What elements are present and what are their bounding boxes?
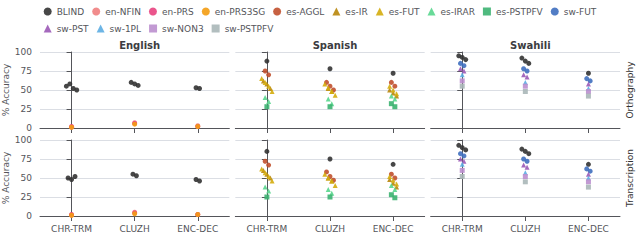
svg-text:Swahili: Swahili [510,40,551,51]
svg-text:en-PRS3SG: en-PRS3SG [215,7,265,17]
svg-text:ENC-DEC: ENC-DEC [568,224,609,234]
svg-text:CLUZH: CLUZH [315,224,345,234]
svg-text:100: 100 [15,47,32,57]
svg-text:BLIND: BLIND [57,7,85,17]
svg-text:0: 0 [26,211,32,221]
svg-text:25: 25 [21,104,32,114]
svg-text:es-IRAR: es-IRAR [440,7,474,17]
svg-text:sw-NON3: sw-NON3 [162,24,204,34]
svg-text:ENC-DEC: ENC-DEC [177,224,218,234]
svg-text:0: 0 [26,123,32,133]
svg-text:75: 75 [21,154,32,164]
svg-text:es-AGGL: es-AGGL [286,7,324,17]
svg-text:CLUZH: CLUZH [510,224,540,234]
svg-text:es-FUT: es-FUT [389,7,420,17]
svg-text:CHR-TRM: CHR-TRM [442,224,483,234]
svg-text:% Accuracy: % Accuracy [1,151,11,204]
svg-text:English: English [119,40,160,51]
svg-text:Spanish: Spanish [313,40,358,51]
svg-text:% Accuracy: % Accuracy [1,63,11,116]
svg-text:50: 50 [21,85,33,95]
svg-text:Orthography: Orthography [625,61,635,119]
svg-text:sw-PSTPFV: sw-PSTPFV [225,24,275,34]
svg-text:sw-PST: sw-PST [57,24,89,34]
svg-text:CLUZH: CLUZH [120,224,150,234]
svg-text:50: 50 [21,173,33,183]
svg-text:25: 25 [21,192,32,202]
svg-text:sw-FUT: sw-FUT [564,7,597,17]
svg-text:en-NFIN: en-NFIN [105,7,141,17]
svg-text:es-PSTPFV: es-PSTPFV [496,7,544,17]
svg-text:CHR-TRM: CHR-TRM [246,224,287,234]
svg-text:es-IR: es-IR [345,7,367,17]
svg-text:ENC-DEC: ENC-DEC [373,224,414,234]
svg-text:75: 75 [21,66,32,76]
svg-text:en-PRS: en-PRS [162,7,194,17]
svg-text:sw-1PL: sw-1PL [110,24,141,34]
svg-text:100: 100 [15,135,32,145]
svg-text:CHR-TRM: CHR-TRM [51,224,92,234]
svg-text:Transcription: Transcription [625,149,635,208]
